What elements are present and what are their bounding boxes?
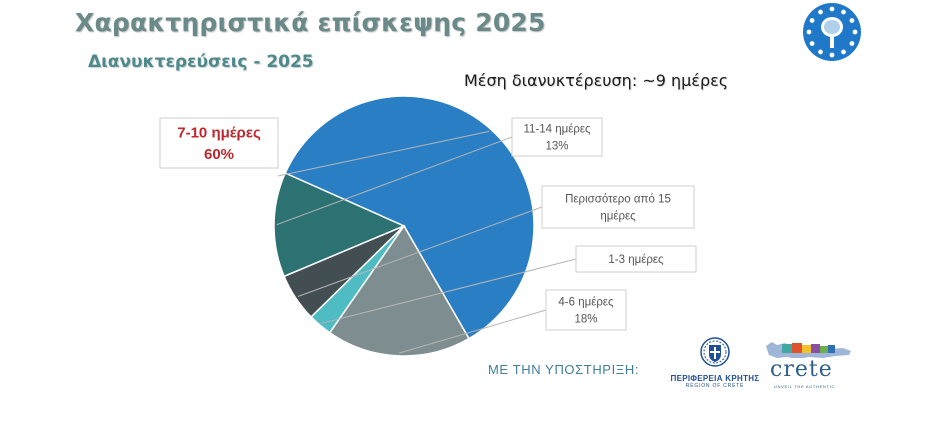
hellenic-emblem-icon: [700, 337, 730, 367]
seal-star: [841, 49, 846, 55]
seal-star: [829, 52, 835, 58]
seal-star: [841, 9, 846, 15]
label-box: [545, 289, 627, 331]
region-name: ΠΕΡΙΦΕΡΕΙΑ ΚΡΗΤΗΣ: [670, 374, 760, 383]
leader-line: [297, 206, 543, 297]
support-label: ΜΕ ΤΗΝ ΥΠΟΣΤΗΡΙΞΗ:: [488, 362, 640, 377]
crete-tagline: UNVEIL THE AUTHENTIC: [774, 384, 836, 389]
slice-label: 11-14 ημέρες: [523, 124, 591, 136]
pie-slice: [273, 172, 406, 278]
seal-star: [809, 41, 815, 46]
seal-star: [818, 9, 823, 15]
slice-value-label: 13%: [545, 140, 568, 152]
label-box: [575, 245, 697, 273]
pie-slice: [328, 224, 471, 357]
seal-star: [829, 6, 835, 12]
seal-star: [849, 41, 855, 46]
seal-star: [852, 29, 858, 35]
slice-label: Περισσότερο από 15: [565, 194, 671, 206]
slice-value-label: 18%: [574, 313, 597, 325]
pie-slices: [273, 95, 535, 357]
average-stay-note: Μέση διανυκτέρευση: ~9 ημέρες: [464, 71, 729, 90]
leader-line: [321, 258, 577, 324]
slice-label: 7-10 ημέρες: [177, 124, 261, 141]
region-of-crete-logo: ΠΕΡΙΦΕΡΕΙΑ ΚΡΗΤΗΣ REGION OF CRETE: [660, 337, 770, 389]
page-subtitle: Διανυκτερεύσεις - 2025: [88, 52, 314, 72]
slice-label: 4-6 ημέρες: [558, 297, 614, 309]
leader-line: [398, 309, 547, 354]
leader-line: [276, 136, 513, 226]
leader-line: [277, 130, 490, 177]
page-title: Χαρακτηριστικά επίσκεψης 2025: [75, 8, 546, 37]
label-box: [541, 185, 695, 229]
slice-label: 1-3 ημέρες: [608, 254, 664, 266]
crete-wordmark: crete: [770, 357, 833, 382]
slice-value-label: 60%: [204, 146, 234, 163]
label-box: [159, 117, 279, 169]
slice-label: ημέρες: [600, 210, 636, 222]
seal-star: [809, 18, 815, 23]
seal-star: [818, 49, 823, 55]
region-subtitle: REGION OF CRETE: [685, 383, 745, 389]
seal-star: [806, 29, 812, 35]
crete-island-icon: [766, 342, 851, 358]
eu-seal-logo: [803, 3, 861, 61]
pie-slice: [284, 95, 535, 340]
label-box: [511, 117, 603, 157]
seal-star: [849, 18, 855, 23]
